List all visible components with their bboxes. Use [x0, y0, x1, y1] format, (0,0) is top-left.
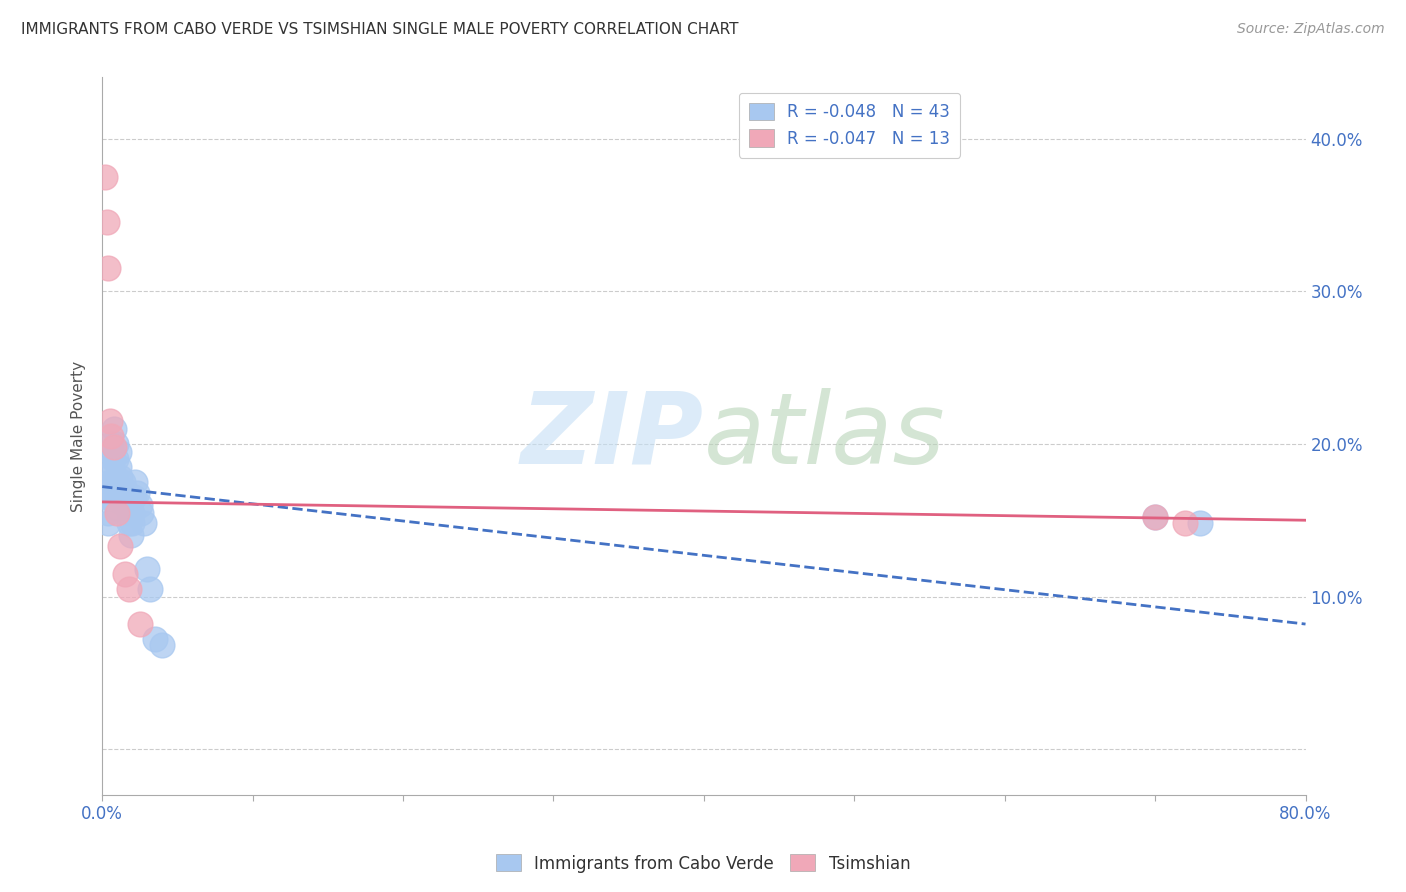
Point [143, 632, 166, 647]
Point [124, 475, 146, 489]
Point [1174, 516, 1197, 531]
Point [114, 483, 136, 497]
Point [128, 498, 150, 512]
Point [110, 539, 132, 553]
Point [97, 506, 120, 520]
Text: ZIP: ZIP [520, 388, 704, 484]
Point [112, 475, 135, 489]
Point [121, 506, 143, 520]
Point [136, 562, 159, 576]
Text: IMMIGRANTS FROM CABO VERDE VS TSIMSHIAN SINGLE MALE POVERTY CORRELATION CHART: IMMIGRANTS FROM CABO VERDE VS TSIMSHIAN … [21, 22, 738, 37]
Text: atlas: atlas [704, 388, 945, 484]
Point [114, 566, 136, 581]
Point [103, 475, 125, 489]
Point [150, 639, 173, 653]
Y-axis label: Single Male Poverty: Single Male Poverty [72, 360, 86, 512]
Point [94, 169, 117, 184]
Legend: Immigrants from Cabo Verde, Tsimshian: Immigrants from Cabo Verde, Tsimshian [489, 847, 917, 880]
Point [139, 582, 162, 596]
Point [118, 516, 141, 531]
Point [111, 485, 134, 500]
Point [1189, 516, 1212, 531]
Point [1144, 510, 1167, 524]
Point [128, 617, 150, 632]
Point [98, 475, 121, 489]
Point [96, 491, 118, 505]
Point [100, 437, 122, 451]
Point [104, 437, 127, 451]
Point [98, 414, 121, 428]
Point [105, 501, 128, 516]
Point [131, 506, 153, 520]
Point [115, 491, 138, 505]
Point [105, 506, 128, 520]
Point [97, 516, 120, 531]
Point [107, 444, 129, 458]
Point [94, 483, 117, 497]
Point [103, 440, 125, 454]
Point [103, 422, 125, 436]
Point [96, 215, 118, 229]
Point [118, 582, 141, 596]
Point [134, 516, 156, 531]
Point [125, 485, 148, 500]
Point [101, 464, 124, 478]
Point [101, 452, 124, 467]
Point [117, 501, 139, 516]
Point [121, 516, 143, 531]
Point [107, 459, 129, 474]
Point [1144, 510, 1167, 524]
Point [105, 483, 128, 497]
Point [100, 429, 122, 443]
Point [104, 452, 127, 467]
Point [98, 491, 121, 505]
Point [120, 528, 142, 542]
Point [111, 495, 134, 509]
Point [105, 491, 128, 505]
Text: Source: ZipAtlas.com: Source: ZipAtlas.com [1237, 22, 1385, 37]
Legend: R = -0.048   N = 43, R = -0.047   N = 13: R = -0.048 N = 43, R = -0.047 N = 13 [740, 93, 960, 158]
Point [98, 459, 121, 474]
Point [122, 491, 145, 505]
Point [100, 444, 122, 458]
Point [110, 470, 132, 484]
Point [97, 261, 120, 276]
